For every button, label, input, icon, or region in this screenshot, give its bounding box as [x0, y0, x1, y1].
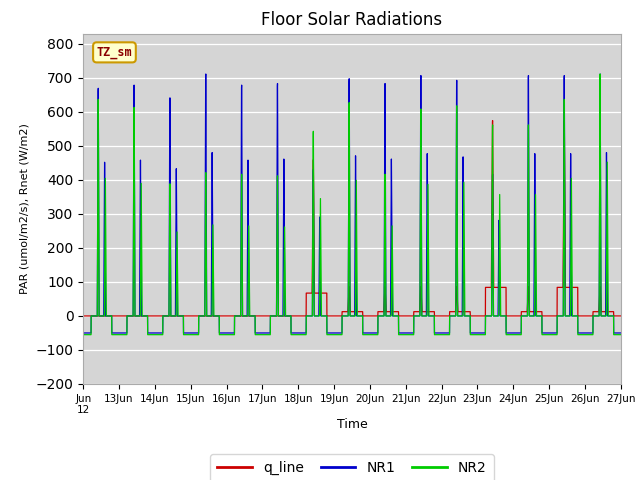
NR1	[503, 330, 511, 336]
Legend: q_line, NR1, NR2: q_line, NR1, NR2	[211, 454, 493, 480]
NR2	[596, 71, 604, 77]
NR2	[503, 332, 511, 337]
q_line	[617, 313, 625, 319]
NR1	[617, 330, 625, 336]
NR2	[332, 332, 340, 337]
NR1	[332, 330, 340, 336]
Title: Floor Solar Radiations: Floor Solar Radiations	[261, 11, 443, 29]
NR1	[472, 330, 480, 336]
q_line	[503, 313, 511, 319]
Line: q_line: q_line	[83, 120, 621, 316]
Y-axis label: PAR (umol/m2/s), Rnet (W/m2): PAR (umol/m2/s), Rnet (W/m2)	[20, 123, 30, 294]
q_line	[443, 313, 451, 319]
Line: NR2: NR2	[83, 74, 621, 335]
NR2	[443, 332, 451, 337]
NR1	[202, 71, 210, 77]
q_line	[332, 313, 340, 319]
NR2	[79, 332, 87, 337]
NR2	[617, 332, 625, 337]
NR2	[176, 313, 184, 319]
q_line	[176, 313, 184, 319]
NR2	[472, 332, 480, 337]
X-axis label: Time: Time	[337, 418, 367, 431]
q_line	[472, 313, 480, 319]
NR1	[79, 330, 87, 336]
NR2	[616, 332, 624, 337]
NR1	[443, 330, 451, 336]
NR1	[616, 330, 624, 336]
NR1	[176, 313, 184, 319]
q_line	[489, 118, 497, 123]
Line: NR1: NR1	[83, 74, 621, 333]
q_line	[616, 313, 624, 319]
q_line	[79, 313, 87, 319]
Text: TZ_sm: TZ_sm	[97, 46, 132, 59]
